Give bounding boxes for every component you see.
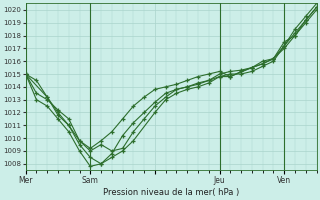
X-axis label: Pression niveau de la mer( hPa ): Pression niveau de la mer( hPa ): [103, 188, 239, 197]
